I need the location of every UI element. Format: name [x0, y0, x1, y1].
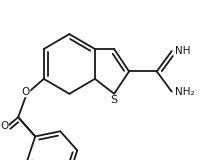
Text: NH₂: NH₂	[175, 87, 194, 97]
Text: O: O	[22, 87, 30, 97]
Text: NH: NH	[175, 46, 190, 56]
Text: O: O	[0, 121, 8, 131]
Text: S: S	[111, 95, 118, 105]
